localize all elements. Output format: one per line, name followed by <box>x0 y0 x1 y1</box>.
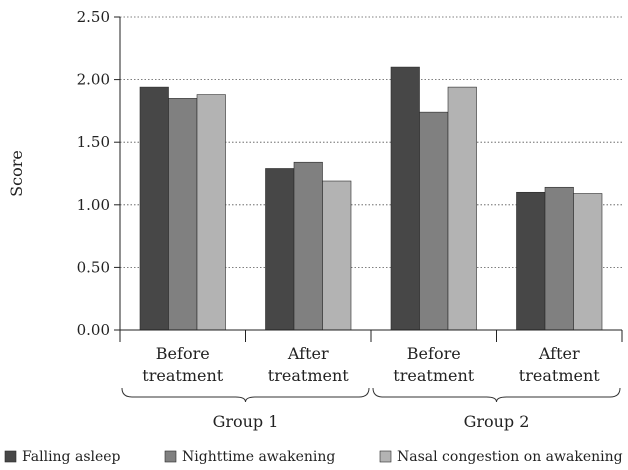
axes <box>114 16 623 342</box>
bars <box>139 66 603 331</box>
bar <box>168 98 198 331</box>
y-tick-label: 2.50 <box>77 8 110 26</box>
y-axis-title: Score <box>7 150 26 197</box>
x-category-label: After treatment <box>519 344 600 385</box>
y-tick-label: 1.00 <box>77 196 110 214</box>
y-tick-label: 0.50 <box>77 258 110 276</box>
y-tick-label: 1.50 <box>77 133 110 151</box>
bar <box>322 180 352 331</box>
y-tick-label: 0.00 <box>77 321 110 339</box>
bar <box>573 193 603 331</box>
legend: Falling asleep Nighttime awakening Nasal c… <box>4 449 623 465</box>
group-label: Group 2 <box>464 412 530 431</box>
bar <box>447 86 477 331</box>
bar <box>196 94 226 331</box>
x-category-label: After treatment <box>268 344 349 385</box>
legend-swatch <box>4 450 17 463</box>
x-category-labels: Before treatment After treatment Before treat… <box>142 344 600 385</box>
group-brace <box>121 387 370 403</box>
y-tick-label: 2.00 <box>77 71 110 89</box>
x-category-label: Before treatment <box>393 344 474 385</box>
legend-label: Nasal congestion on awakening <box>397 449 623 465</box>
bar <box>139 86 169 331</box>
bar <box>419 111 449 331</box>
bar <box>293 161 323 331</box>
group-brace <box>372 387 621 403</box>
group-labels: Group 1 Group 2 <box>121 387 621 431</box>
group-label: Group 1 <box>213 412 279 431</box>
bar <box>516 191 546 331</box>
legend-swatch <box>164 450 177 463</box>
bar <box>265 168 295 331</box>
bar <box>544 186 574 331</box>
y-tick-labels: 0.00 0.50 1.00 1.50 2.00 2.50 <box>77 8 110 339</box>
x-category-label: Before treatment <box>142 344 223 385</box>
legend-label: Nighttime awakening <box>182 449 335 465</box>
legend-swatch <box>379 450 392 463</box>
bar <box>390 66 420 331</box>
legend-label: Falling asleep <box>22 449 121 465</box>
